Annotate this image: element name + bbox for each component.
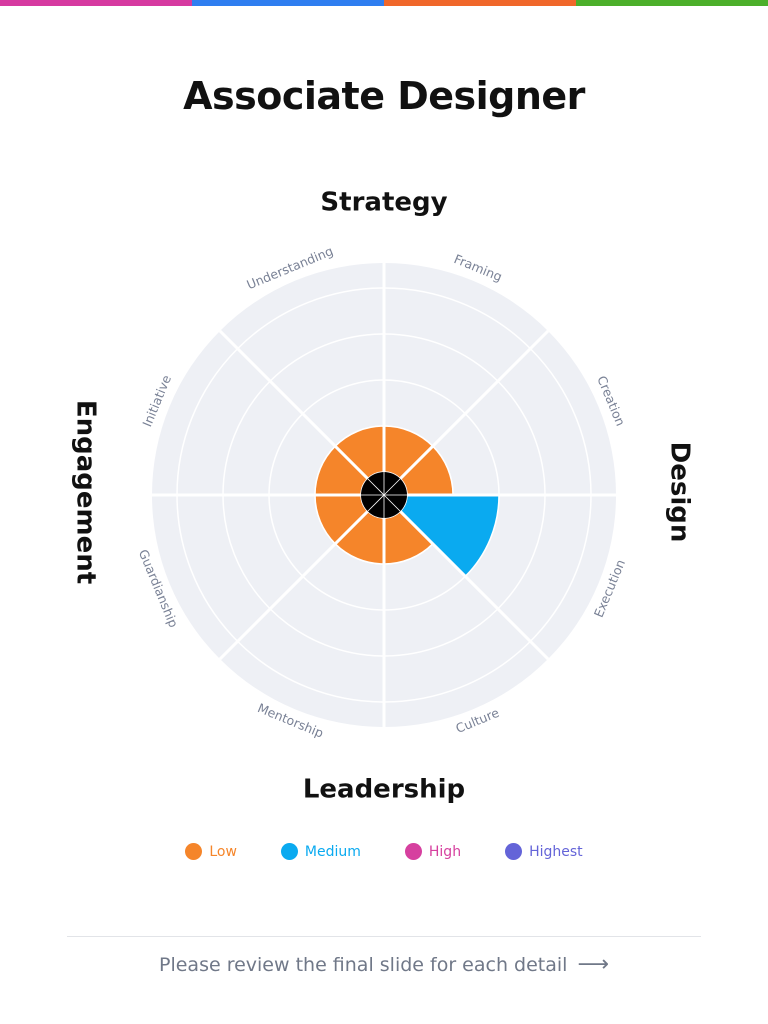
legend-label: Highest <box>529 843 583 860</box>
legend-item-high: High <box>404 843 462 860</box>
legend-dot <box>505 843 523 860</box>
top-bar-segment <box>576 0 768 6</box>
footer-text: Please review the final slide for each d… <box>159 954 568 976</box>
top-color-bar <box>0 0 768 6</box>
top-bar-segment <box>192 0 384 6</box>
quadrant-label-leadership: Leadership <box>303 775 465 805</box>
spoke <box>218 329 369 480</box>
legend-item-highest: Highest <box>505 843 583 860</box>
quadrant-label-strategy: Strategy <box>320 188 447 218</box>
hub-divider <box>383 494 401 512</box>
legend-label: Medium <box>304 843 361 860</box>
legend: Low Medium High Highest <box>0 843 768 860</box>
legend-dot <box>404 843 422 860</box>
quadrant-label-engagement: Engagement <box>71 400 101 584</box>
top-bar-segment <box>384 0 576 6</box>
spoke <box>218 510 369 661</box>
spoke <box>399 329 550 480</box>
legend-label: High <box>428 843 462 860</box>
footer-link[interactable]: Please review the final slide for each d… <box>0 952 768 977</box>
hub-divider <box>367 478 385 496</box>
footer-divider <box>67 936 701 937</box>
page-title: Associate Designer <box>183 74 585 118</box>
top-bar-segment <box>0 0 192 6</box>
arrow-right-icon: ⟶ <box>577 952 609 977</box>
legend-item-low: Low <box>185 843 237 860</box>
polar-chart: FramingCreationExecutionCultureMentorshi… <box>71 188 695 805</box>
legend-item-medium: Medium <box>280 843 361 860</box>
legend-label: Low <box>209 843 237 860</box>
legend-dot <box>185 843 203 860</box>
spoke <box>399 510 550 661</box>
quadrant-label-design: Design <box>665 442 695 543</box>
hub-divider <box>367 494 385 512</box>
legend-dot <box>280 843 298 860</box>
hub-divider <box>383 478 401 496</box>
